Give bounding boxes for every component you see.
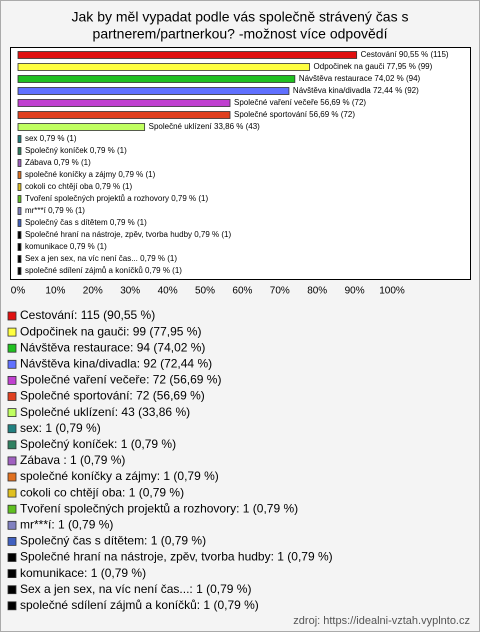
chart-title: Jak by měl vypadat podle vás společně st… bbox=[72, 9, 409, 25]
legend-swatch bbox=[7, 488, 17, 498]
legend-swatch bbox=[7, 359, 17, 369]
legend-swatch bbox=[7, 375, 17, 385]
legend-label: Společné uklízení: 43 (33,86 %) bbox=[20, 405, 190, 419]
x-tick-label: 100% bbox=[379, 286, 405, 297]
x-tick-label: 70% bbox=[270, 286, 290, 297]
legend-swatch bbox=[7, 311, 17, 321]
bar bbox=[17, 87, 290, 95]
legend-label: Cestování: 115 (90,55 %) bbox=[20, 308, 155, 322]
legend-swatch bbox=[7, 537, 17, 546]
x-tick-label: 50% bbox=[195, 286, 215, 297]
legend-swatch bbox=[7, 343, 17, 353]
legend-label: Společný koníček: 1 (0,79 %) bbox=[20, 437, 176, 451]
legend-label: Návštěva restaurace: 94 (74,02 %) bbox=[20, 340, 205, 354]
legend-swatch bbox=[7, 504, 17, 514]
bar bbox=[17, 111, 231, 119]
value-label: Sex a jen sex, na víc není čas... 0,79 %… bbox=[25, 254, 177, 263]
legend-swatch bbox=[7, 424, 17, 434]
value-label: sex 0,79 % (1) bbox=[25, 134, 77, 143]
legend-label: mr***í: 1 (0,79 %) bbox=[20, 517, 113, 531]
value-label: Společný koníček 0,79 % (1) bbox=[25, 146, 127, 155]
legend-swatch bbox=[7, 456, 17, 466]
value-label: Společné hraní na nástroje, zpěv, tvorba… bbox=[25, 230, 232, 239]
legend-label: komunikace: 1 (0,79 %) bbox=[20, 566, 146, 580]
plot-area bbox=[10, 47, 471, 280]
value-label: Návštěva kina/divadla 72,44 % (92) bbox=[293, 86, 419, 95]
legend-label: Sex a jen sex, na víc není čas...: 1 (0,… bbox=[20, 582, 251, 596]
legend-swatch bbox=[7, 585, 17, 595]
bar bbox=[17, 195, 22, 203]
legend-swatch bbox=[7, 569, 17, 578]
bar bbox=[17, 63, 310, 71]
x-tick-label: 40% bbox=[158, 286, 178, 297]
value-label: společné koníčky a zájmy 0,79 % (1) bbox=[25, 170, 156, 179]
legend-label: společné koníčky a zájmy: 1 (0,79 %) bbox=[20, 469, 219, 483]
source: zdroj: https://idealni-vztah.vyplnto.cz bbox=[293, 615, 470, 627]
x-tick-label: 80% bbox=[307, 286, 327, 297]
legend-label: sex: 1 (0,79 %) bbox=[20, 421, 101, 435]
x-tick-label: 0% bbox=[11, 286, 26, 297]
x-tick-label: 30% bbox=[120, 286, 140, 297]
legend-label: Tvoření společných projektů a rozhovory:… bbox=[20, 501, 298, 515]
x-tick-label: 20% bbox=[83, 286, 103, 297]
value-label: Společné vaření večeře 56,69 % (72) bbox=[234, 98, 366, 107]
bar bbox=[17, 219, 22, 227]
bar bbox=[17, 243, 22, 251]
value-label: společné sdílení zájmů a koníčků 0,79 % … bbox=[25, 266, 182, 275]
legend-label: Návštěva kina/divadla: 92 (72,44 %) bbox=[20, 356, 212, 370]
legend-label: cokoli co chtějí oba: 1 (0,79 %) bbox=[20, 485, 184, 499]
bar bbox=[17, 231, 22, 239]
chart-title: partnerem/partnerkou? -možnost více odpo… bbox=[93, 26, 388, 42]
value-label: Odpočinek na gauči 77,95 % (99) bbox=[314, 62, 433, 71]
value-label: komunikace 0,79 % (1) bbox=[25, 242, 107, 251]
legend-label: Společný čas s dítětem: 1 (0,79 %) bbox=[20, 534, 206, 548]
legend-label: Společné hraní na nástroje, zpěv, tvorba… bbox=[20, 550, 333, 564]
bar bbox=[17, 99, 231, 107]
bar bbox=[17, 159, 22, 167]
legend-label: Společné vaření večeře: 72 (56,69 %) bbox=[20, 373, 221, 387]
x-tick-label: 90% bbox=[345, 286, 365, 297]
legend-swatch bbox=[7, 327, 17, 337]
legend-swatch bbox=[7, 408, 17, 418]
legend-swatch bbox=[7, 520, 17, 530]
legend-swatch bbox=[7, 553, 17, 562]
legend-swatch bbox=[7, 392, 17, 401]
legend-label: Zábava : 1 (0,79 %) bbox=[20, 453, 125, 467]
bar bbox=[17, 171, 22, 179]
value-label: Společný čas s dítětem 0,79 % (1) bbox=[25, 218, 147, 227]
x-tick-label: 60% bbox=[232, 286, 252, 297]
bar bbox=[17, 123, 146, 131]
value-label: Tvoření společných projektů a rozhovory … bbox=[25, 194, 209, 203]
bar bbox=[17, 147, 22, 155]
value-label: Společné sportování 56,69 % (72) bbox=[234, 110, 355, 119]
bar bbox=[17, 267, 22, 275]
value-label: cokoli co chtějí oba 0,79 % (1) bbox=[25, 182, 133, 191]
bar bbox=[17, 75, 296, 83]
bar bbox=[17, 207, 22, 215]
legend-swatch bbox=[7, 601, 17, 611]
value-label: Zábava 0,79 % (1) bbox=[25, 158, 91, 167]
value-label: Cestování 90,55 % (115) bbox=[361, 50, 449, 59]
legend-label: společné sdílení zájmů a koníčků: 1 (0,7… bbox=[20, 598, 259, 612]
legend-swatch bbox=[7, 472, 17, 482]
value-label: mr***í 0,79 % (1) bbox=[25, 206, 85, 215]
value-label: Společné uklízení 33,86 % (43) bbox=[149, 122, 261, 131]
bar bbox=[17, 51, 358, 59]
bar bbox=[17, 255, 22, 263]
bar bbox=[17, 183, 22, 191]
bar bbox=[17, 135, 22, 143]
value-label: Návštěva restaurace 74,02 % (94) bbox=[299, 74, 421, 83]
x-tick-label: 10% bbox=[45, 286, 65, 297]
legend-swatch bbox=[7, 440, 17, 450]
legend-label: Odpočinek na gauči: 99 (77,95 %) bbox=[20, 324, 201, 338]
legend-label: Společné sportování: 72 (56,69 %) bbox=[20, 389, 205, 403]
